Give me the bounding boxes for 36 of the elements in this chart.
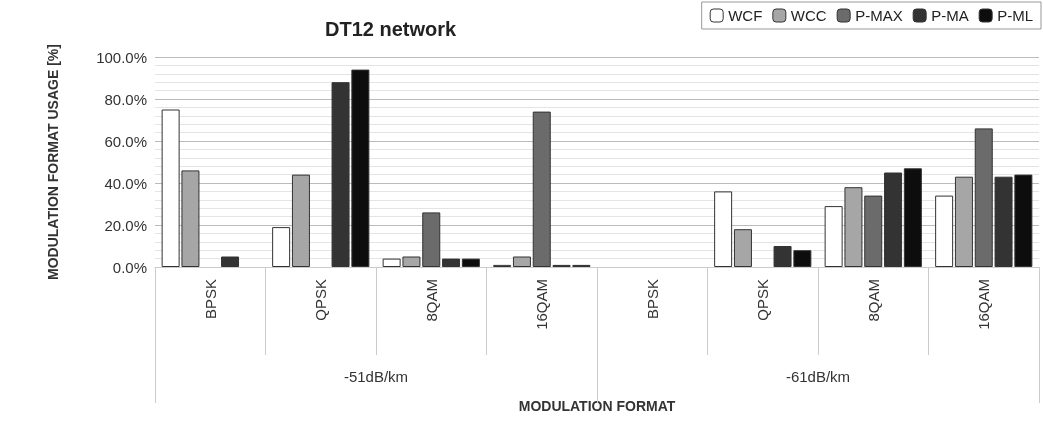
bar (903, 168, 922, 267)
legend-label: P-MAX (855, 7, 903, 24)
bar (272, 227, 291, 267)
bar (714, 191, 733, 267)
y-tick-label: 60.0% (104, 132, 147, 150)
x-tick-label: 16QAM (533, 279, 551, 330)
x-tick-label: 8QAM (864, 279, 882, 322)
y-axis-title: MODULATION FORMAT USAGE [%] (45, 44, 61, 280)
chart-title: DT12 network (325, 18, 458, 40)
bar (884, 172, 903, 267)
x-tick-label: QPSK (312, 279, 330, 321)
legend-label: WCF (728, 7, 763, 24)
bar (291, 174, 310, 267)
y-tick-label: 40.0% (104, 174, 147, 192)
legend-label: WCC (790, 7, 827, 24)
x-tick-label: BPSK (643, 279, 661, 320)
bar (442, 258, 461, 267)
y-tick-label: 20.0% (104, 216, 147, 234)
bar (461, 258, 480, 267)
x-tick-label: QPSK (754, 279, 772, 321)
y-tick-label: 0.0% (112, 258, 147, 276)
x-tick-label: 8QAM (422, 279, 440, 322)
bar (512, 256, 531, 267)
y-tick-label: 100.0% (96, 48, 147, 66)
x-tick-label: BPSK (201, 279, 219, 320)
x-tick-label: 16QAM (975, 279, 993, 330)
bar (935, 195, 954, 267)
bar (221, 256, 240, 267)
text: -51dB/km (343, 368, 409, 385)
x-axis-title: MODULATION FORMAT (518, 398, 676, 414)
bar (733, 229, 752, 267)
text: -61dB/km (785, 368, 851, 385)
bar (954, 176, 973, 267)
legend-label: P-MA (931, 7, 969, 24)
legend-label: P-ML (997, 7, 1034, 24)
y-tick-label: 80.0% (104, 90, 147, 108)
